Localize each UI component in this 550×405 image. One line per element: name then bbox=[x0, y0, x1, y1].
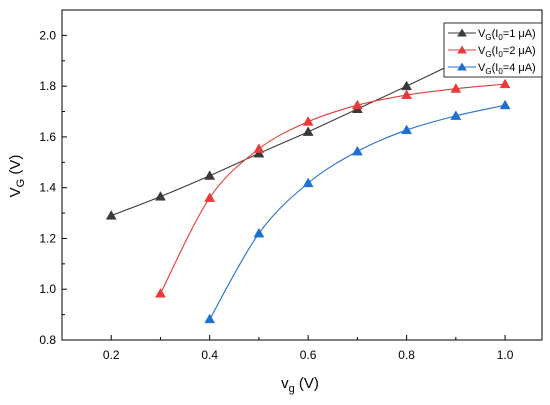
series-3-point bbox=[499, 99, 511, 110]
series-2-point bbox=[302, 116, 314, 126]
series-3-point bbox=[450, 110, 462, 120]
series-1-point bbox=[204, 170, 216, 180]
series-2 bbox=[155, 78, 511, 298]
y-tick-label: 1.4 bbox=[39, 181, 56, 195]
y-tick-label: 1.8 bbox=[39, 79, 56, 93]
legend-label-2: VG(I0=2 μA) bbox=[478, 45, 536, 59]
y-tick-label: 1.2 bbox=[39, 231, 56, 245]
y-axis-title: VG (V) bbox=[7, 155, 27, 198]
series-3-line bbox=[209, 104, 506, 320]
y-tick-label: 0.8 bbox=[39, 333, 56, 347]
legend-entry-3: VG(I0=4 μA) bbox=[448, 62, 536, 76]
x-tick-label: 0.6 bbox=[300, 348, 317, 362]
x-axis-title: vg (V) bbox=[281, 375, 319, 395]
series-3-point bbox=[253, 227, 265, 238]
series-2-point bbox=[155, 288, 166, 298]
legend-entry-2: VG(I0=2 μA) bbox=[448, 45, 536, 59]
series-2-point bbox=[351, 99, 363, 110]
series-2-point bbox=[401, 89, 413, 100]
legend: VG(I0=1 μA) VG(I0=2 μA) VG(I0=4 μA) bbox=[443, 22, 543, 78]
legend-marker-2 bbox=[457, 45, 467, 54]
legend-marker-1 bbox=[457, 28, 467, 37]
x-tick-label: 0.4 bbox=[201, 348, 218, 362]
series-3-point bbox=[351, 145, 363, 156]
series-1-point bbox=[155, 191, 166, 201]
series-3-point bbox=[204, 313, 216, 324]
series-3-point bbox=[401, 124, 413, 135]
legend-marker-3 bbox=[457, 62, 467, 71]
x-tick-label: 1.0 bbox=[497, 348, 514, 362]
series-3-point bbox=[302, 177, 314, 188]
series-1-point bbox=[105, 210, 117, 220]
x-tick-label: 0.2 bbox=[103, 348, 120, 362]
x-tick-label: 0.8 bbox=[398, 348, 415, 362]
legend-entry-1: VG(I0=1 μA) bbox=[448, 28, 536, 42]
series-2-point bbox=[450, 83, 462, 93]
series-2-point bbox=[204, 192, 216, 202]
legend-label-1: VG(I0=1 μA) bbox=[478, 28, 536, 42]
series-2-point bbox=[253, 143, 265, 153]
series-3 bbox=[204, 99, 511, 324]
series-1-point bbox=[401, 80, 413, 91]
series-1-point bbox=[302, 126, 314, 136]
y-tick-label: 2.0 bbox=[39, 28, 56, 42]
y-tick-label: 1.6 bbox=[39, 130, 56, 144]
legend-label-3: VG(I0=4 μA) bbox=[478, 62, 536, 76]
series-2-point bbox=[499, 78, 511, 89]
y-tick-label: 1.0 bbox=[39, 282, 56, 296]
plot-frame bbox=[61, 9, 543, 341]
